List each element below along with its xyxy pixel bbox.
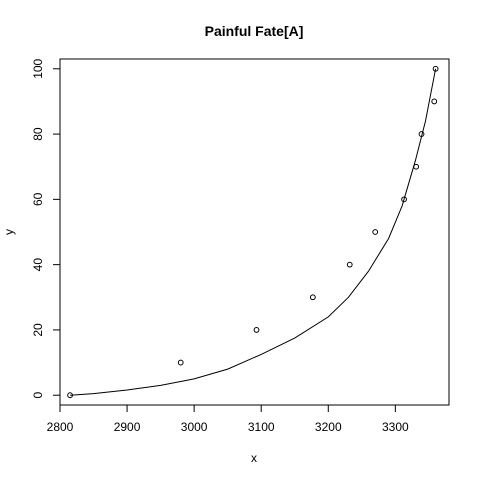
y-tick-label: 20 — [31, 323, 45, 337]
y-tick-label: 0 — [31, 392, 45, 399]
y-axis: 0 20 40 60 80 100 — [31, 58, 60, 399]
x-axis: 2800 2900 3000 3100 3200 3300 — [47, 405, 409, 434]
x-tick-label: 2800 — [47, 420, 74, 434]
data-point — [309, 294, 316, 301]
plot-frame — [59, 58, 450, 406]
data-point — [418, 131, 425, 137]
data-point — [253, 327, 260, 333]
data-point — [177, 359, 184, 366]
x-tick-label: 2900 — [114, 420, 141, 434]
points-layer — [67, 65, 439, 399]
data-point — [413, 163, 420, 170]
x-tick-label: 3200 — [315, 420, 342, 434]
y-tick-label: 100 — [31, 58, 45, 78]
y-tick-label: 40 — [31, 258, 45, 272]
y-tick-label: 60 — [31, 192, 45, 206]
data-point — [67, 392, 73, 399]
fitted-curve — [70, 68, 437, 396]
data-point — [372, 229, 379, 235]
fitted-curve-layer — [70, 68, 437, 396]
x-tick-label: 3000 — [181, 420, 208, 434]
data-point — [432, 65, 439, 72]
x-tick-label: 3100 — [248, 420, 275, 434]
x-axis-label: x — [251, 451, 257, 465]
y-tick-label: 80 — [31, 127, 45, 141]
x-tick-label: 3300 — [382, 420, 409, 434]
data-point — [401, 196, 407, 203]
data-point — [431, 98, 438, 105]
chart-title: Painful Fate[A] — [205, 23, 304, 39]
y-axis-label: y — [2, 229, 16, 235]
data-point — [346, 261, 353, 268]
